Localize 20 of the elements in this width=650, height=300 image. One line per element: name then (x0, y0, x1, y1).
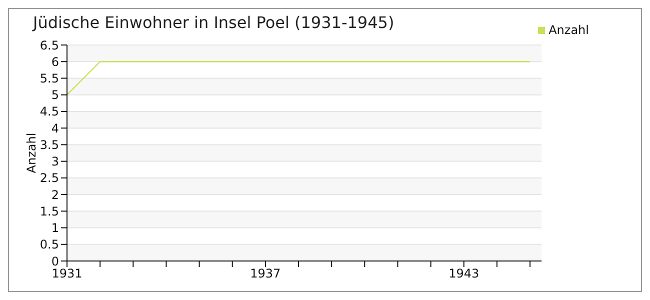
y-tick-label: 4.5 (40, 104, 59, 119)
y-tick-label: 0.5 (40, 238, 59, 252)
chart-title: Jüdische Einwohner in Insel Poel (1931-1945) (33, 13, 394, 32)
y-axis-title: Anzahl (24, 132, 38, 174)
y-tick-label: 0 (51, 254, 59, 268)
y-tick-label: 2.5 (40, 171, 59, 186)
y-tick-label: 4 (51, 121, 59, 136)
y-tick-label: 5 (51, 88, 59, 102)
x-tick-label: 1931 (52, 266, 82, 281)
y-tick-label: 1.5 (40, 204, 59, 218)
y-tick-label: 2 (51, 188, 59, 202)
y-tick-label: 3.5 (40, 138, 59, 152)
y-tick-label: 6 (51, 54, 59, 69)
x-tick-label: 1943 (448, 266, 480, 281)
legend-label: Anzahl (548, 23, 589, 37)
x-tick-label: 1937 (250, 266, 281, 281)
y-tick-label: 5.5 (40, 71, 59, 86)
y-tick-label: 6.5 (40, 38, 59, 52)
y-tick-label: 3 (51, 154, 59, 169)
y-tick-label: 1 (51, 221, 59, 236)
